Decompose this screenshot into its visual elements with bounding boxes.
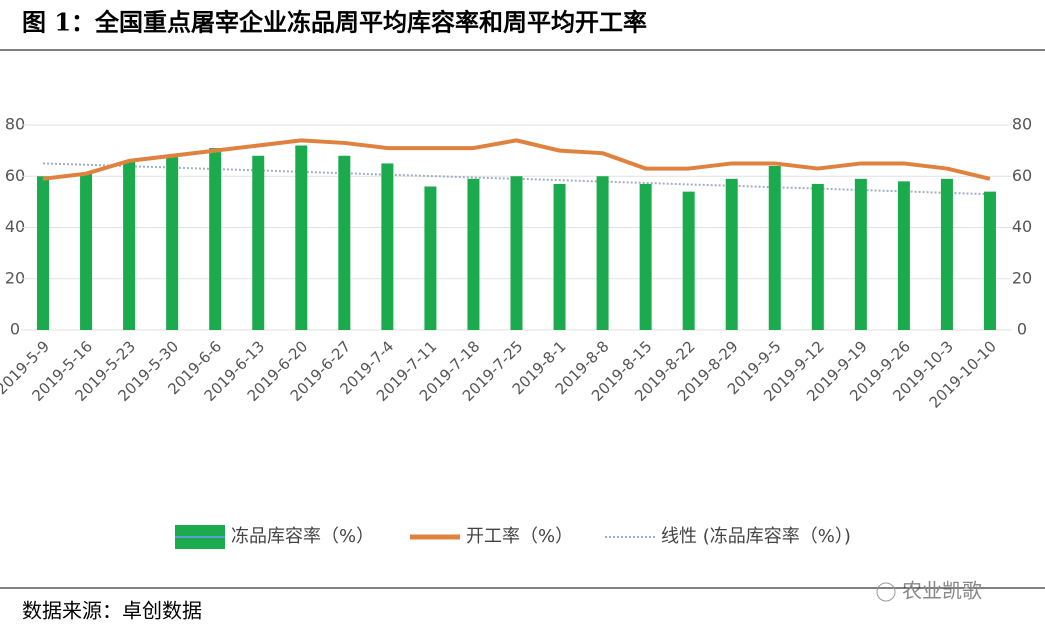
bar [725, 178, 738, 330]
bar [811, 183, 824, 330]
bar [295, 145, 308, 330]
bar [553, 183, 566, 330]
y2-tick-label: 80 [1012, 115, 1032, 134]
bar [80, 173, 93, 330]
y-tick-label: 0 [10, 320, 20, 339]
legend-label: 开工率（%） [466, 526, 573, 547]
y-tick-label: 80 [5, 115, 25, 134]
bar [381, 163, 394, 330]
y2-tick-label: 40 [1012, 217, 1032, 236]
bar [252, 155, 265, 330]
bar [768, 166, 781, 330]
legend-label: 冻品库容率（%） [231, 526, 374, 547]
bar [37, 176, 50, 330]
bar [596, 176, 609, 330]
bar [897, 181, 910, 330]
bar [940, 178, 953, 330]
bar [682, 191, 695, 330]
y2-tick-label: 20 [1012, 268, 1032, 287]
figure-title: 图 1：全国重点屠宰企业冻品周平均库容率和周平均开工率 [22, 8, 647, 37]
y2-tick-label: 0 [1017, 320, 1027, 339]
bar [338, 155, 351, 330]
bar [639, 183, 652, 330]
bar [854, 178, 867, 330]
bar [166, 155, 179, 330]
y-tick-label: 60 [5, 166, 25, 185]
watermark-icon [876, 582, 896, 602]
bar [983, 191, 996, 330]
legend-label: 线性 (冻品库容率（%）) [661, 526, 851, 547]
y2-tick-label: 60 [1012, 166, 1032, 185]
bar [510, 176, 523, 330]
bar [467, 178, 480, 330]
line [42, 138, 991, 181]
y-tick-label: 40 [5, 217, 25, 236]
bar [209, 148, 222, 330]
watermark: 农业凯歌 [902, 579, 982, 603]
bar [123, 160, 136, 330]
y-tick-label: 20 [5, 268, 25, 287]
bar [424, 186, 437, 330]
source: 数据来源：卓创数据 [22, 599, 202, 623]
